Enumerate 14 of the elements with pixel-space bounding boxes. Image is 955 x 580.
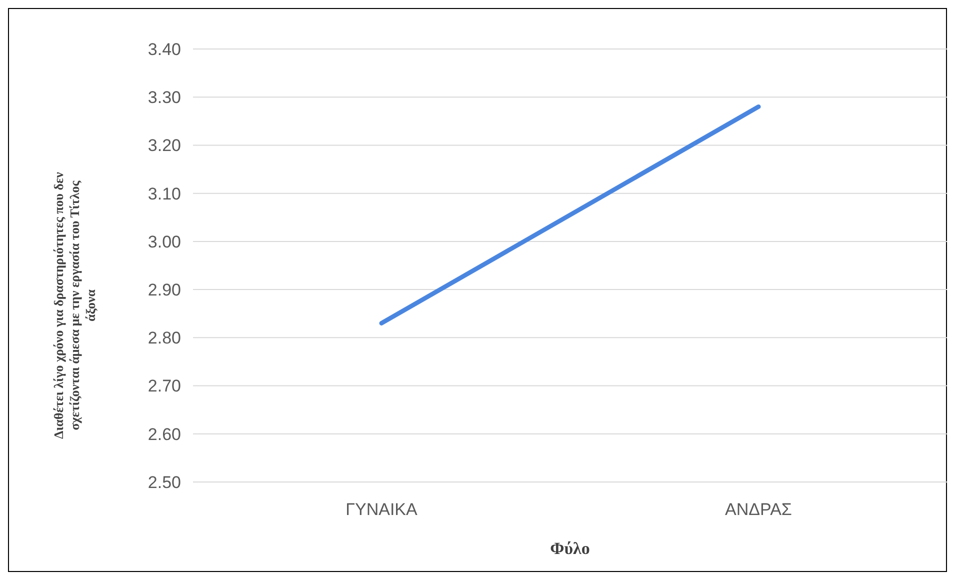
y-tick-label: 3.00	[148, 232, 181, 252]
y-tick-label: 2.50	[148, 472, 181, 492]
x-tick-label: ΑΝΔΡΑΣ	[725, 500, 792, 519]
y-tick-label: 3.40	[148, 40, 181, 59]
y-axis-title: Διαθέτει λίγο χρόνο για δραστηριότητες που δεν σχετίζονται άμεσα με την εργασία του Τίτλος άξονα	[51, 172, 98, 439]
x-tick-label: ΓΥΝΑΙΚΑ	[346, 500, 418, 519]
y-tick-label: 2.80	[148, 328, 181, 348]
y-tick-label: 2.70	[148, 376, 181, 396]
y-tick-label: 3.20	[148, 136, 181, 156]
y-tick-label: 2.60	[148, 424, 181, 444]
y-tick-label: 2.90	[148, 280, 181, 300]
x-axis-title: Φύλο	[550, 539, 590, 558]
y-tick-label: 3.30	[148, 88, 181, 108]
y-tick-label: 3.10	[148, 184, 181, 204]
